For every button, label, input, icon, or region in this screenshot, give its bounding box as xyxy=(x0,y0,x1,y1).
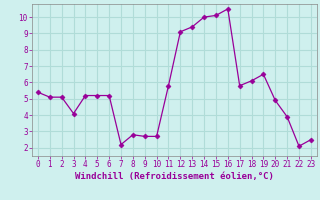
X-axis label: Windchill (Refroidissement éolien,°C): Windchill (Refroidissement éolien,°C) xyxy=(75,172,274,181)
